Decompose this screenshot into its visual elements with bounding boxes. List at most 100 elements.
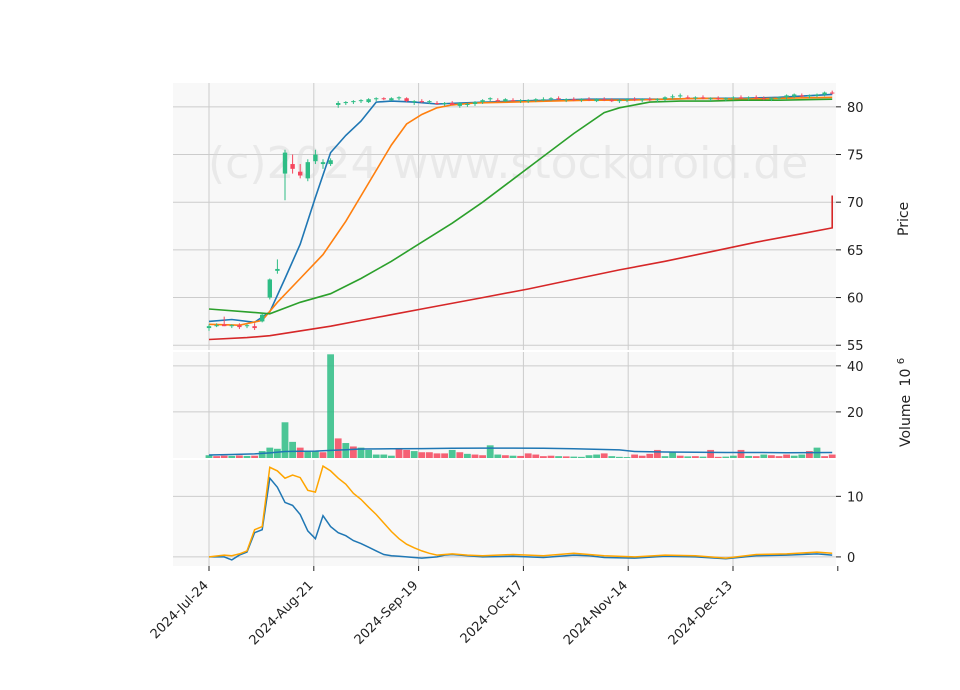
volume-bar xyxy=(388,455,395,458)
volume-bar xyxy=(479,455,486,458)
volume-bar xyxy=(258,451,266,458)
indicator-panel-bg xyxy=(173,460,836,566)
candle-body xyxy=(343,102,348,104)
volume-bar xyxy=(494,454,502,458)
volume-bar xyxy=(456,452,464,458)
volume-bar xyxy=(433,453,441,458)
volume-bar xyxy=(236,455,243,458)
candle-body xyxy=(700,97,706,99)
candle-body xyxy=(396,97,402,99)
volume-bar xyxy=(448,449,456,458)
candle-body xyxy=(412,101,417,103)
price-tick-label: 70 xyxy=(847,196,864,211)
candle-body xyxy=(244,325,250,327)
volume-axis-label: Volume 10 6 xyxy=(896,358,914,447)
candle-body xyxy=(746,97,751,99)
volume-bar xyxy=(631,454,638,458)
volume-bar xyxy=(334,438,342,458)
volume-bar xyxy=(441,453,448,458)
volume-bar xyxy=(616,456,623,458)
candle-body xyxy=(571,99,576,101)
indicator-tick-label: 0 xyxy=(847,551,855,566)
volume-bar xyxy=(251,455,258,458)
volume-bar xyxy=(752,456,760,458)
candle-body xyxy=(678,95,683,97)
candle-body xyxy=(541,99,546,101)
candle-body xyxy=(609,100,614,102)
candle-body xyxy=(404,98,409,102)
volume-bar xyxy=(426,452,433,458)
indicator-tick-label: 10 xyxy=(847,490,864,505)
volume-bar xyxy=(205,455,213,458)
candle-body xyxy=(830,92,835,94)
volume-bar xyxy=(228,455,236,458)
candle-body xyxy=(465,103,470,105)
candle-body xyxy=(548,98,554,100)
volume-bar xyxy=(654,449,661,458)
x-tick-label: 2024-Aug-21 xyxy=(247,578,317,648)
volume-bar xyxy=(350,446,357,458)
candle-body xyxy=(716,98,721,100)
volume-bar xyxy=(798,454,806,458)
volume-bar xyxy=(281,422,289,458)
volume-bar xyxy=(760,454,768,458)
volume-bar xyxy=(319,452,327,458)
candle-body xyxy=(495,100,500,102)
candle-body xyxy=(313,154,318,162)
volume-axis-label-base: 10 xyxy=(898,369,914,387)
volume-bar xyxy=(692,456,699,458)
volume-bar xyxy=(669,452,676,458)
volume-bar xyxy=(220,455,228,458)
price-tick-label: 65 xyxy=(847,244,864,259)
volume-bar xyxy=(540,456,547,458)
candle-body xyxy=(214,325,219,327)
candle-body xyxy=(685,97,690,99)
candle-body xyxy=(556,98,561,100)
candle-body xyxy=(336,103,341,105)
x-tick-label: 2024-Oct-17 xyxy=(458,578,526,646)
volume-bar xyxy=(418,452,426,458)
volume-bar xyxy=(646,453,654,458)
volume-bar xyxy=(623,457,631,458)
candle-body xyxy=(237,325,242,328)
volume-bar xyxy=(380,454,388,458)
volume-bar xyxy=(464,453,471,458)
moving-average-line-ma_orange xyxy=(208,96,833,327)
candle-body xyxy=(298,171,303,176)
volume-bar xyxy=(745,455,752,458)
candle-body xyxy=(374,98,379,100)
candle-body xyxy=(647,99,652,101)
candle-body xyxy=(784,95,789,98)
candle-body xyxy=(670,96,675,98)
volume-bar xyxy=(699,456,707,458)
volume-bar xyxy=(403,449,410,458)
candle-body xyxy=(799,95,804,97)
volume-bar xyxy=(593,454,600,458)
candle-body xyxy=(708,98,713,100)
candle-body xyxy=(526,100,531,102)
volume-bar xyxy=(828,454,836,458)
volume-tick-label: 40 xyxy=(847,360,864,375)
volume-bar xyxy=(608,456,616,458)
volume-bar xyxy=(213,456,220,458)
volume-bar xyxy=(547,455,555,458)
volume-tick-label: 20 xyxy=(847,406,864,421)
candle-body xyxy=(731,97,736,99)
candle-body xyxy=(792,94,797,97)
volume-bar xyxy=(821,456,828,458)
candle-body xyxy=(290,164,295,169)
volume-bar xyxy=(357,447,365,458)
price-tick-label: 55 xyxy=(847,339,864,354)
volume-bar xyxy=(509,455,517,458)
volume-bar xyxy=(517,455,524,458)
candle-body xyxy=(275,268,280,271)
volume-bar xyxy=(707,449,714,458)
volume-bar xyxy=(296,447,304,458)
candle-body xyxy=(617,100,622,102)
candle-body xyxy=(586,99,592,101)
candle-body xyxy=(457,103,462,106)
price-tick-label: 80 xyxy=(847,101,864,116)
candle-body xyxy=(655,99,660,101)
candle-body xyxy=(480,100,485,103)
volume-bar xyxy=(312,451,319,458)
